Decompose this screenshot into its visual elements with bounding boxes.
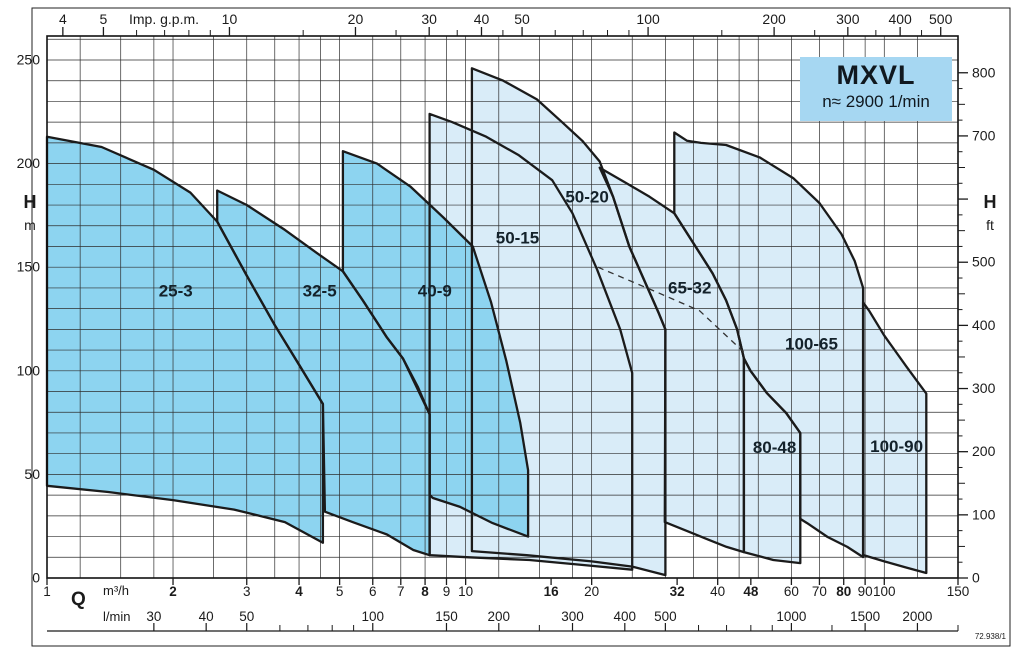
lmin-tick-label-150: 150 xyxy=(435,609,458,624)
m3h-tick-label-32: 32 xyxy=(670,584,685,599)
top-tick-label-5: 5 xyxy=(100,11,108,27)
m3h-tick-label-9: 9 xyxy=(443,584,451,599)
top-tick-label-4: 4 xyxy=(59,11,67,27)
left-tick-label-250: 250 xyxy=(17,52,41,68)
envelope-fill-65-32 xyxy=(599,167,744,553)
pump-label-100-90: 100-90 xyxy=(870,437,923,456)
pump-label-65-32: 65-32 xyxy=(668,278,711,297)
m3h-tick-label-60: 60 xyxy=(784,584,799,599)
m3h-tick-label-1: 1 xyxy=(43,584,51,599)
top-tick-label-500: 500 xyxy=(929,11,953,27)
envelope-fill-100-65 xyxy=(674,132,864,558)
right-tick-label-400: 400 xyxy=(972,317,996,333)
pump-label-25-3: 25-3 xyxy=(159,282,193,301)
drawing-number: 72.938/1 xyxy=(974,632,1006,641)
m3h-tick-label-5: 5 xyxy=(336,584,344,599)
m3h-tick-label-20: 20 xyxy=(584,584,599,599)
right-tick-label-100: 100 xyxy=(972,506,996,522)
left-axis-unit: m xyxy=(24,217,36,233)
lmin-tick-label-200: 200 xyxy=(488,609,511,624)
lmin-tick-label-100: 100 xyxy=(361,609,384,624)
m3h-tick-label-150: 150 xyxy=(947,584,970,599)
envelope-outline-50-15 xyxy=(428,112,634,571)
left-tick-label-200: 200 xyxy=(17,155,41,171)
m3h-tick-label-3: 3 xyxy=(243,584,251,599)
envelope-outline-80-48 xyxy=(742,357,802,565)
m3h-tick-label-40: 40 xyxy=(710,584,725,599)
top-tick-label-40: 40 xyxy=(474,11,490,27)
lmin-tick-label-40: 40 xyxy=(199,609,214,624)
lmin-tick-label-2000: 2000 xyxy=(902,609,932,624)
m3h-tick-label-4: 4 xyxy=(295,584,303,599)
envelope-fill-25-3 xyxy=(47,136,323,543)
lmin-tick-label-500: 500 xyxy=(654,609,677,624)
right-tick-label-0: 0 xyxy=(972,570,980,586)
pump-label-50-15: 50-15 xyxy=(496,229,539,248)
right-axis-symbol: H xyxy=(983,192,997,212)
right-tick-label-500: 500 xyxy=(972,254,996,270)
envelope-outline-100-90 xyxy=(861,301,928,575)
lmin-tick-label-30: 30 xyxy=(146,609,161,624)
flow-unit-lmin: l/min xyxy=(103,609,131,624)
pump-label-50-20: 50-20 xyxy=(565,187,608,206)
top-tick-label-100: 100 xyxy=(636,11,660,27)
lmin-tick-label-1500: 1500 xyxy=(850,609,880,624)
envelope-fill-32-5 xyxy=(217,190,430,556)
right-tick-label-300: 300 xyxy=(972,380,996,396)
right-axis-title: H ft xyxy=(976,192,1004,233)
left-axis-title: H m xyxy=(16,192,44,233)
envelope-outline-100-65 xyxy=(673,131,865,559)
top-axis-unit-label: Imp. g.p.m. xyxy=(129,11,200,27)
pump-label-40-9: 40-9 xyxy=(418,282,452,301)
top-tick-label-50: 50 xyxy=(514,11,530,27)
m3h-tick-label-10: 10 xyxy=(458,584,473,599)
title-box-background xyxy=(800,57,952,121)
left-tick-label-150: 150 xyxy=(17,259,41,275)
m3h-tick-label-90: 90 xyxy=(858,584,873,599)
left-tick-label-0: 0 xyxy=(32,570,40,586)
chart-speed: n≈ 2900 1/min xyxy=(822,92,930,111)
m3h-tick-label-7: 7 xyxy=(397,584,405,599)
top-tick-label-200: 200 xyxy=(762,11,786,27)
top-tick-label-20: 20 xyxy=(348,11,364,27)
top-tick-label-10: 10 xyxy=(222,11,238,27)
right-axis-unit: ft xyxy=(986,217,994,233)
m3h-tick-label-2: 2 xyxy=(169,584,177,599)
chart-title: MXVL xyxy=(836,60,916,90)
top-tick-label-300: 300 xyxy=(836,11,860,27)
lmin-tick-label-300: 300 xyxy=(561,609,584,624)
pump-label-100-65: 100-65 xyxy=(785,334,838,353)
pump-label-80-48: 80-48 xyxy=(753,438,796,457)
pump-label-32-5: 32-5 xyxy=(303,282,337,301)
lmin-tick-label-50: 50 xyxy=(239,609,254,624)
left-axis-symbol: H xyxy=(23,192,37,212)
m3h-tick-label-100: 100 xyxy=(873,584,896,599)
left-tick-label-100: 100 xyxy=(17,362,41,378)
envelope-fill-40-9 xyxy=(342,151,529,537)
right-tick-label-700: 700 xyxy=(972,127,996,143)
chart-title-box: MXVL n≈ 2900 1/min xyxy=(800,57,952,121)
right-tick-label-800: 800 xyxy=(972,64,996,80)
flow-axis-symbol: Q xyxy=(71,589,86,610)
m3h-tick-label-6: 6 xyxy=(369,584,377,599)
right-tick-label-200: 200 xyxy=(972,443,996,459)
m3h-tick-label-80: 80 xyxy=(836,584,851,599)
top-tick-label-400: 400 xyxy=(888,11,912,27)
m3h-tick-label-70: 70 xyxy=(812,584,827,599)
m3h-tick-label-16: 16 xyxy=(544,584,560,599)
envelope-outline-40-9 xyxy=(341,150,530,538)
m3h-tick-label-48: 48 xyxy=(743,584,759,599)
lmin-tick-label-400: 400 xyxy=(614,609,637,624)
outer-frame xyxy=(31,7,1011,647)
flow-unit-m3h: m³/h xyxy=(103,583,129,598)
lmin-tick-label-1000: 1000 xyxy=(776,609,806,624)
m3h-tick-label-8: 8 xyxy=(421,584,429,599)
envelope-fill-100-90 xyxy=(863,302,927,573)
top-tick-label-30: 30 xyxy=(421,11,437,27)
